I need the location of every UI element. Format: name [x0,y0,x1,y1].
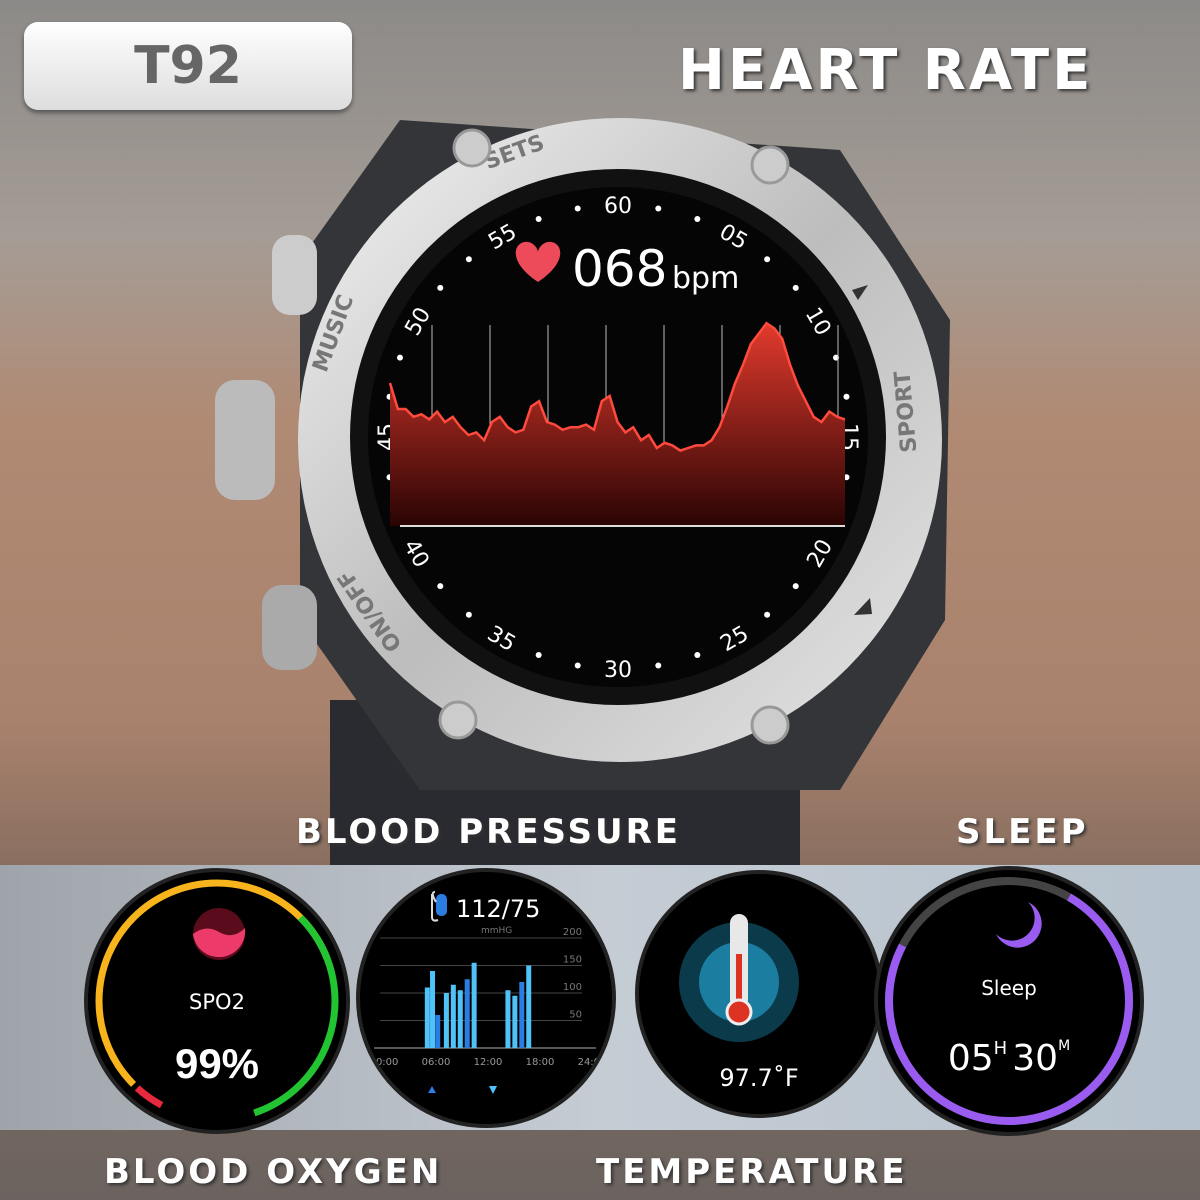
bp-bar [505,990,511,1048]
bp-bar [471,962,477,1048]
heart-rate-area [390,323,845,526]
thermometer-icon [725,914,753,1026]
dial-dot [792,583,799,590]
blood-drop-icon [193,908,246,960]
heart-rate-graph [388,321,846,526]
bp-x-tick: 00:00 [370,1057,399,1068]
blood-pressure-screen: 112/75 mmHG 200 150 100 50 00:00 06:00 12:00 18… [356,868,616,1128]
heart-icon [515,241,561,282]
bp-y-tick: 100 [563,982,582,993]
feature-title: HEART RATE [678,38,1094,103]
bp-unit: mmHG [481,926,512,936]
bp-bar [519,982,525,1048]
dial-dot [535,652,542,659]
dial-dot [655,205,662,212]
dial-dot [535,215,542,222]
spo2-label: SPO2 [189,990,245,1014]
bp-bar [443,993,449,1048]
dial-dot [764,611,771,618]
dial-dot [694,215,701,222]
dial-dot [465,256,472,263]
onoff-button [262,585,317,670]
temperature-value: 97.7˚F [719,1064,799,1092]
sleep-screen: Sleep 05H 30M [874,866,1144,1136]
bp-x-tick: 06:00 [422,1057,451,1068]
dial-dot [655,662,662,669]
dial-dot [843,393,850,400]
bp-bar [450,984,456,1048]
heart-rate-line [388,321,846,452]
spo2-screen: SPO2 99% [84,868,350,1134]
dial-dot [574,205,581,212]
dial-dot [437,583,444,590]
hours-unit: H [993,1038,1008,1059]
sleep-minutes: 30 [1012,1038,1059,1079]
bp-bar [430,971,436,1048]
screws [438,128,790,745]
bp-x-tick: 12:00 [474,1057,503,1068]
bp-y-tick: 50 [569,1010,582,1021]
dial-dot [792,284,799,291]
dial-number: 60 [604,194,632,219]
bp-x-tick: 18:00 [526,1057,555,1068]
dial-dot [396,354,403,361]
bp-y-tick: 150 [563,955,582,966]
bp-bar [435,1015,441,1048]
model-badge: T92 [24,22,352,110]
temperature-screen: 97.7˚F [635,870,883,1118]
dial-dot [764,256,771,263]
dial-dot [694,652,701,659]
crown-button [215,380,275,500]
sleep-duration: 05H 30M [878,1038,1140,1079]
up-arrow-icon [428,1086,436,1093]
bp-bar [424,987,430,1048]
dial-dot [465,611,472,618]
label-temperature: TEMPERATURE [596,1152,908,1192]
spo2-value: 99% [174,1040,260,1087]
moon-icon [996,902,1042,948]
dial-number: 30 [604,658,632,683]
blood-pressure-icon [431,891,447,922]
sleep-label: Sleep [981,976,1037,1000]
bp-value: 112/75 [456,895,540,923]
sleep-hours: 05 [947,1038,994,1079]
sets-button [272,235,317,315]
label-blood-pressure: BLOOD PRESSURE [296,812,682,852]
bp-bar [464,979,470,1048]
bp-bar [512,995,518,1048]
bp-bar [457,990,463,1048]
down-arrow-icon [489,1086,497,1094]
bp-x-tick: 24:00 [578,1057,607,1068]
dial-dot [437,284,444,291]
heart-rate-value: 068 [572,240,667,298]
bp-y-tick: 200 [563,927,582,938]
bp-bar [526,965,532,1048]
label-sleep: SLEEP [956,812,1089,852]
label-blood-oxygen: BLOOD OXYGEN [104,1152,443,1192]
minutes-unit: M [1058,1038,1071,1054]
heart-rate-unit: bpm [672,261,739,296]
dial-dot [574,662,581,669]
